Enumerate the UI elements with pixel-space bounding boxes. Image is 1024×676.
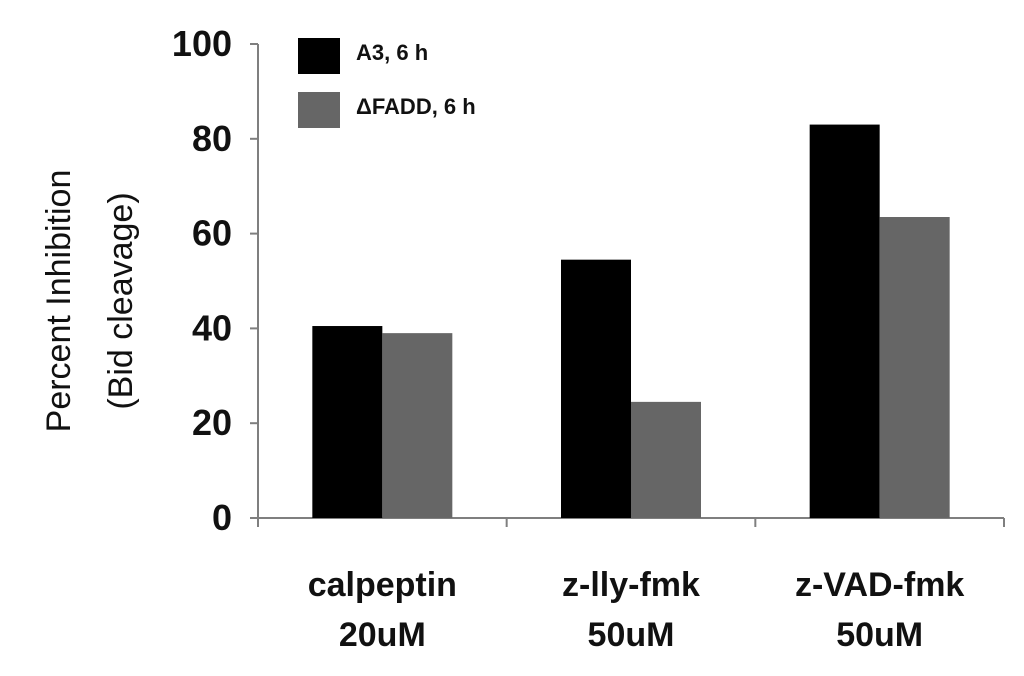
legend-label: ΔFADD, 6 h <box>356 94 476 119</box>
x-category-label: z-lly-fmk <box>562 566 700 604</box>
y-axis-label: Percent Inhibition (Bid cleavage) <box>40 170 140 433</box>
x-category-label: 50uM <box>836 616 923 654</box>
bar-dfadd <box>382 333 453 518</box>
legend-swatch <box>298 38 340 74</box>
x-category-labels: calpeptin 20uM z-lly-fmk 50uM z-VAD-fmk 50uM <box>308 566 965 654</box>
y-ticks: 0 20 40 60 80 100 <box>172 23 232 538</box>
x-category-label: z-VAD-fmk <box>795 566 964 604</box>
y-tick-label: 40 <box>192 307 232 348</box>
x-category-label: 20uM <box>339 616 426 654</box>
legend-label: A3, 6 h <box>356 40 428 65</box>
y-tick-label: 80 <box>192 118 232 159</box>
y-axis-label-line: Percent Inhibition <box>40 170 78 433</box>
x-category-label: calpeptin <box>308 566 457 604</box>
y-tick-label: 20 <box>192 402 232 443</box>
y-tick-label: 100 <box>172 23 232 64</box>
legend-swatch <box>298 92 340 128</box>
y-tick-label: 60 <box>192 213 232 254</box>
y-axis-label-line: (Bid cleavage) <box>102 192 140 409</box>
bar-a3 <box>809 124 880 518</box>
bars <box>312 124 950 518</box>
bar-a3 <box>312 326 383 518</box>
y-tick-label: 0 <box>212 497 232 538</box>
bar-a3 <box>561 259 631 518</box>
x-category-label: 50uM <box>588 616 675 654</box>
bar-dfadd <box>879 217 950 518</box>
bar-dfadd <box>631 401 701 518</box>
legend: A3, 6 h ΔFADD, 6 h <box>298 38 476 128</box>
